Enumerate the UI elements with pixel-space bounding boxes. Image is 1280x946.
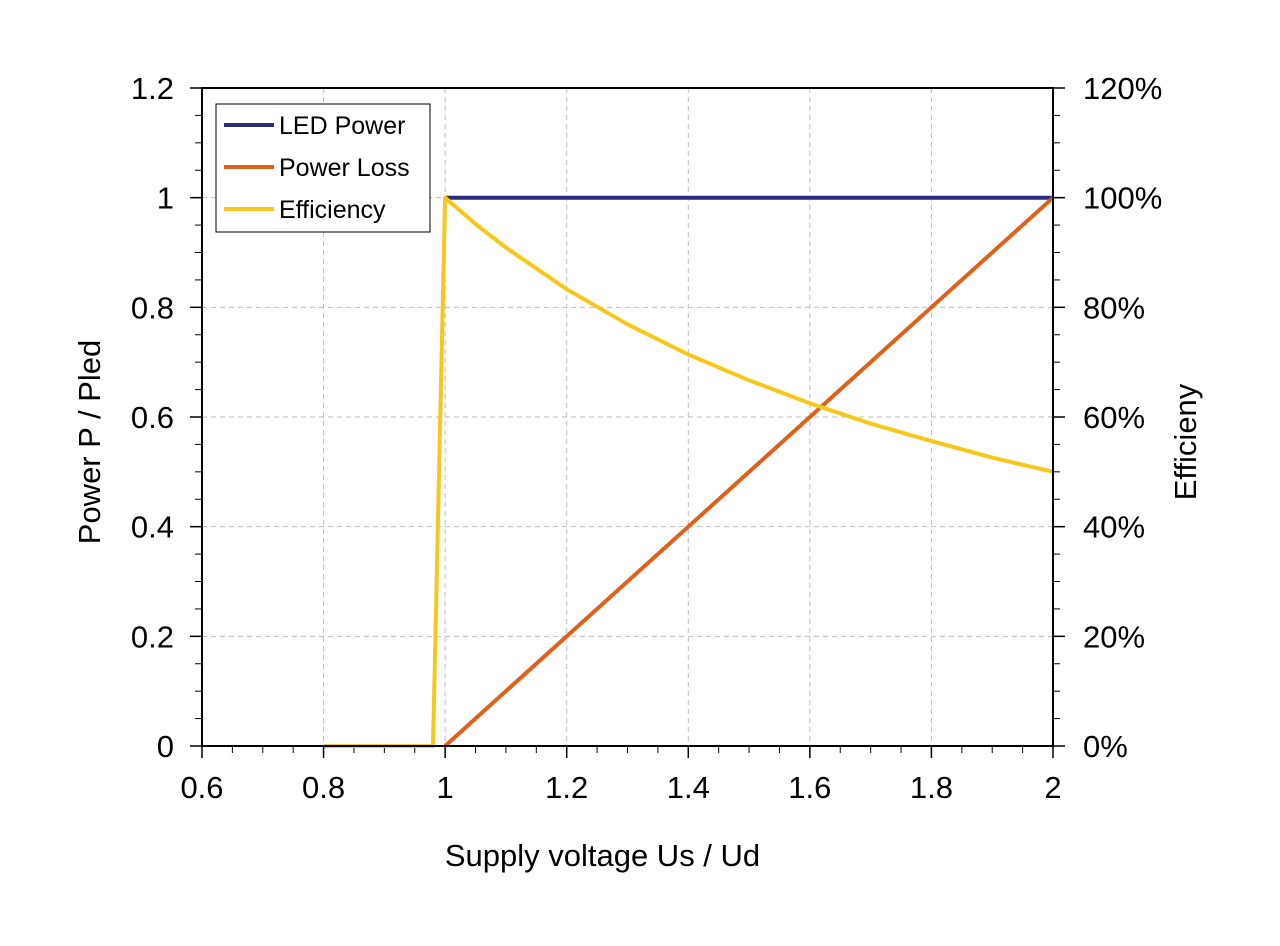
x-tick-label: 1.2 <box>545 770 588 805</box>
y2-axis-ticks: 0% 20% 40% 60% 80% 100% 120% <box>1053 71 1162 764</box>
y-axis-title: Power P / Pled <box>72 340 107 544</box>
series-line-efficiency <box>323 195 1054 748</box>
x-tick-label: 1.4 <box>667 770 710 805</box>
legend-label-efficiency: Efficiency <box>279 196 386 224</box>
y-tick-label: 0.8 <box>131 290 174 325</box>
x-tick-label: 1 <box>437 770 454 805</box>
y2-tick-label: 40% <box>1083 510 1145 545</box>
y2-tick-label: 120% <box>1083 71 1162 106</box>
x-tick-label: 0.6 <box>180 770 223 805</box>
y2-tick-label: 80% <box>1083 290 1145 325</box>
y-tick-label: 1.2 <box>131 71 174 106</box>
legend-label-power-loss: Power Loss <box>279 154 410 182</box>
x-axis-ticks: 0.6 0.8 1 1.2 1.4 1.6 1.8 2 <box>180 746 1062 805</box>
series-line-power-loss <box>443 196 1055 748</box>
x-tick-label: 1.6 <box>788 770 831 805</box>
legend-label-led-power: LED Power <box>279 112 405 140</box>
y-tick-label: 0.6 <box>131 400 174 435</box>
y2-tick-label: 0% <box>1083 729 1128 764</box>
y-tick-label: 0 <box>157 729 174 764</box>
x-tick-label: 2 <box>1044 770 1061 805</box>
series-lines <box>323 195 1055 748</box>
legend: LED Power Power Loss Efficiency <box>215 103 431 233</box>
x-axis-title: Supply voltage Us / Ud <box>445 838 760 873</box>
y-tick-label: 0.2 <box>131 619 174 654</box>
x-tick-label: 0.8 <box>302 770 345 805</box>
y-tick-label: 1 <box>157 181 174 216</box>
y2-axis-title: Efficieny <box>1168 383 1203 500</box>
x-tick-label: 1.8 <box>910 770 953 805</box>
y2-tick-label: 60% <box>1083 400 1145 435</box>
y2-tick-label: 20% <box>1083 619 1145 654</box>
y2-tick-label: 100% <box>1083 181 1162 216</box>
y-tick-label: 0.4 <box>131 510 174 545</box>
y-axis-ticks: 0 0.2 0.4 0.6 0.8 1 1.2 <box>131 71 202 764</box>
